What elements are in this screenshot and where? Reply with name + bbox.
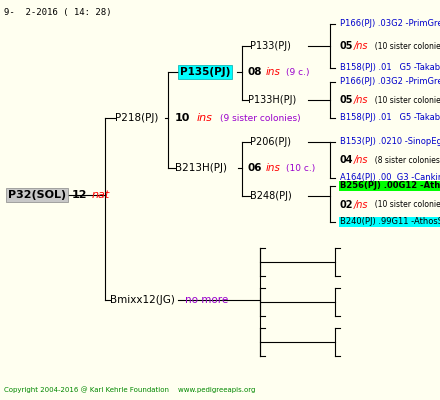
- Text: P218(PJ): P218(PJ): [115, 113, 158, 123]
- Text: 10: 10: [175, 113, 191, 123]
- Text: 04: 04: [340, 155, 353, 165]
- Text: (8 sister colonies): (8 sister colonies): [370, 156, 440, 164]
- Text: ins: ins: [266, 163, 281, 173]
- Text: ins: ins: [197, 113, 213, 123]
- Text: /ns: /ns: [354, 155, 368, 165]
- Text: (10 sister colonies): (10 sister colonies): [370, 42, 440, 50]
- Text: B153(PJ) .0210 -SinopEgg86R: B153(PJ) .0210 -SinopEgg86R: [340, 138, 440, 146]
- Text: ins: ins: [266, 67, 281, 77]
- Text: P166(PJ) .03G2 -PrimGreen00: P166(PJ) .03G2 -PrimGreen00: [340, 78, 440, 86]
- Text: P206(PJ): P206(PJ): [250, 137, 291, 147]
- Text: B158(PJ) .01   G5 -Takab93R: B158(PJ) .01 G5 -Takab93R: [340, 114, 440, 122]
- Text: Copyright 2004-2016 @ Karl Kehrle Foundation    www.pedigreeapis.org: Copyright 2004-2016 @ Karl Kehrle Founda…: [4, 386, 255, 393]
- Text: 06: 06: [248, 163, 263, 173]
- Text: nat: nat: [92, 190, 110, 200]
- Text: no more: no more: [185, 295, 228, 305]
- Text: Bmixx12(JG): Bmixx12(JG): [110, 295, 175, 305]
- Text: P133(PJ): P133(PJ): [250, 41, 291, 51]
- Text: B240(PJ) .99G11 -AthosSt80R: B240(PJ) .99G11 -AthosSt80R: [340, 218, 440, 226]
- Text: /ns: /ns: [354, 95, 368, 105]
- Text: 12: 12: [72, 190, 88, 200]
- Text: /ns: /ns: [354, 200, 368, 210]
- Text: P133H(PJ): P133H(PJ): [248, 95, 296, 105]
- Text: B256(PJ) .00G12 -AthosSt80R: B256(PJ) .00G12 -AthosSt80R: [340, 182, 440, 190]
- Text: (9 c.): (9 c.): [286, 68, 309, 76]
- Text: B213H(PJ): B213H(PJ): [175, 163, 227, 173]
- Text: P166(PJ) .03G2 -PrimGreen00: P166(PJ) .03G2 -PrimGreen00: [340, 20, 440, 28]
- Text: P135(PJ): P135(PJ): [180, 67, 231, 77]
- Text: 05: 05: [340, 95, 353, 105]
- Text: A164(PJ) .00  G3 -Cankiri97Q: A164(PJ) .00 G3 -Cankiri97Q: [340, 174, 440, 182]
- Text: B158(PJ) .01   G5 -Takab93R: B158(PJ) .01 G5 -Takab93R: [340, 64, 440, 72]
- Text: /ns: /ns: [354, 41, 368, 51]
- Text: P32(SOL): P32(SOL): [8, 190, 66, 200]
- Text: (10 c.): (10 c.): [286, 164, 315, 172]
- Text: B248(PJ): B248(PJ): [250, 191, 292, 201]
- Text: 02: 02: [340, 200, 353, 210]
- Text: (10 sister colonies): (10 sister colonies): [370, 96, 440, 104]
- Text: 08: 08: [248, 67, 263, 77]
- Text: 05: 05: [340, 41, 353, 51]
- Text: (10 sister colonies): (10 sister colonies): [370, 200, 440, 210]
- Text: 9-  2-2016 ( 14: 28): 9- 2-2016 ( 14: 28): [4, 8, 111, 17]
- Text: (9 sister colonies): (9 sister colonies): [220, 114, 301, 122]
